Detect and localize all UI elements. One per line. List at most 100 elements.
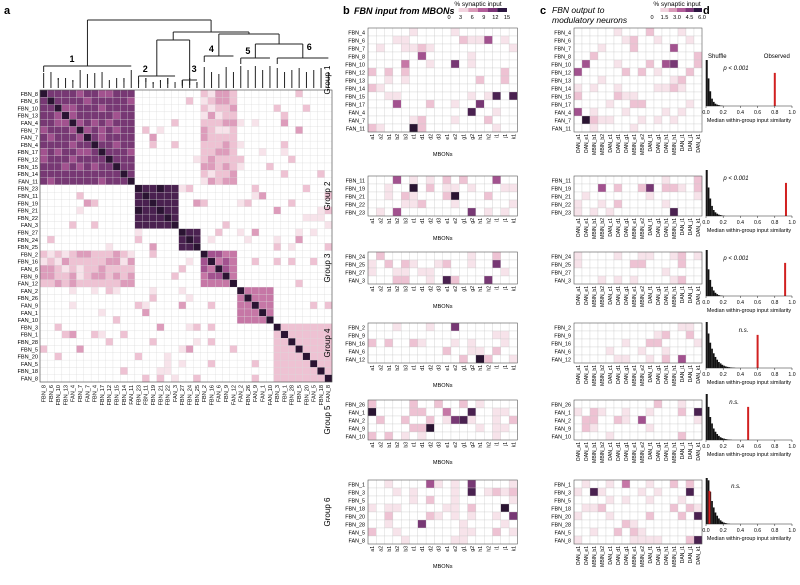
heatmap-cell — [669, 330, 679, 340]
heatmap-cell — [384, 107, 394, 117]
cluster-label: 3 — [192, 64, 197, 74]
heatmap-cell — [573, 479, 583, 489]
matrix-cell — [295, 286, 303, 295]
heatmap-col-label: DAN_d1 — [616, 134, 622, 153]
heatmap-cell — [653, 35, 663, 45]
matrix-cell — [288, 126, 296, 134]
colorbar-swatch — [468, 8, 478, 12]
matrix-cell — [54, 235, 63, 244]
matrix-cell — [295, 104, 303, 113]
matrix-cell — [185, 177, 194, 186]
matrix-cell — [171, 119, 179, 127]
heatmap-cell — [442, 91, 452, 101]
matrix-cell — [54, 308, 63, 317]
heatmap-cell — [434, 51, 443, 61]
heatmap-cell — [589, 43, 599, 53]
heatmap-cell — [581, 354, 591, 364]
matrix-cell — [324, 294, 333, 302]
heatmap-cell — [384, 407, 394, 417]
matrix-cell — [47, 170, 55, 178]
heatmap-col-label: g2 — [470, 546, 476, 552]
matrix-cell — [324, 119, 333, 127]
colorbar-label: % synaptic input — [653, 1, 701, 8]
heatmap-cell — [669, 75, 679, 85]
x-tick-label: 0.0 — [702, 220, 709, 226]
matrix-cell — [258, 286, 267, 295]
matrix-col-label: FBN_10 — [56, 385, 62, 406]
matrix-cell — [134, 140, 143, 149]
heatmap-cell — [376, 354, 385, 364]
heatmap-col-label: b2 — [395, 546, 401, 552]
matrix-cell — [83, 162, 92, 171]
matrix-col-label: FBN_9 — [224, 385, 230, 402]
matrix-cell — [215, 213, 223, 222]
matrix-cell — [61, 367, 70, 375]
heatmap-cell — [450, 354, 460, 364]
matrix-cell — [90, 213, 99, 222]
matrix-cell — [302, 199, 311, 207]
heatmap-cell — [685, 107, 695, 117]
x-tick-label: 0.0 — [702, 372, 709, 378]
matrix-cell — [251, 97, 260, 105]
matrix-cell — [134, 126, 143, 134]
heatmap-cell — [605, 399, 615, 409]
matrix-cell — [90, 323, 99, 332]
heatmap-cell — [677, 207, 687, 217]
heatmap-cell — [693, 123, 703, 133]
colorbar-tick: 12 — [492, 15, 498, 21]
matrix-row-label: FAN_9 — [21, 304, 38, 310]
matrix-cell — [302, 330, 311, 339]
matrix-cell — [76, 155, 84, 164]
heatmap-cell — [581, 322, 591, 332]
group-label: Group 1 — [323, 65, 332, 94]
matrix-cell — [105, 148, 114, 156]
matrix-cell — [266, 272, 274, 280]
matrix-cell — [149, 111, 157, 120]
matrix-cell — [222, 316, 230, 324]
matrix-cell — [251, 374, 260, 383]
matrix-cell — [142, 323, 150, 332]
matrix-cell — [251, 140, 260, 149]
heatmap-cell — [467, 330, 477, 340]
matrix-cell — [200, 206, 209, 215]
heatmap-row-label: FAN_3 — [349, 278, 365, 284]
heatmap-cell — [467, 207, 477, 217]
heatmap-col-label: MBIN_e1 — [632, 546, 638, 567]
heatmap-cell — [417, 431, 427, 441]
histogram-bar — [721, 521, 724, 524]
heatmap-col-label: DAN_g1 — [656, 546, 662, 565]
matrix-cell — [295, 316, 303, 324]
matrix-cell — [149, 243, 157, 251]
matrix-cell — [244, 338, 252, 346]
matrix-cell — [61, 206, 70, 215]
matrix-cell — [112, 221, 121, 229]
heatmap-cell — [645, 199, 655, 209]
heatmap-cell — [613, 115, 623, 125]
matrix-cell — [251, 257, 260, 266]
matrix-cell — [236, 367, 245, 375]
matrix-cell — [171, 206, 179, 215]
matrix-cell — [39, 97, 48, 105]
matrix-cell — [98, 184, 106, 193]
heatmap-cell — [653, 51, 663, 61]
matrix-cell — [134, 286, 143, 295]
matrix-cell — [309, 148, 318, 156]
matrix-cell — [76, 352, 84, 361]
matrix-cell — [193, 359, 201, 368]
heatmap-cell — [409, 330, 418, 340]
heatmap-cell — [475, 99, 485, 109]
matrix-cell — [185, 155, 194, 164]
matrix-cell — [258, 133, 267, 142]
heatmap-cell — [508, 535, 518, 545]
matrix-cell — [156, 170, 165, 178]
matrix-cell — [258, 308, 267, 317]
heatmap-col-label: i1 — [495, 365, 501, 369]
matrix-cell — [171, 374, 179, 383]
matrix-cell — [149, 367, 157, 375]
heatmap-cell — [589, 407, 599, 417]
matrix-cell — [61, 148, 70, 156]
heatmap-col-label: h1 — [478, 218, 484, 224]
heatmap-col-label: b1 — [387, 365, 393, 371]
heatmap-cell — [467, 415, 477, 425]
matrix-cell — [178, 140, 187, 149]
